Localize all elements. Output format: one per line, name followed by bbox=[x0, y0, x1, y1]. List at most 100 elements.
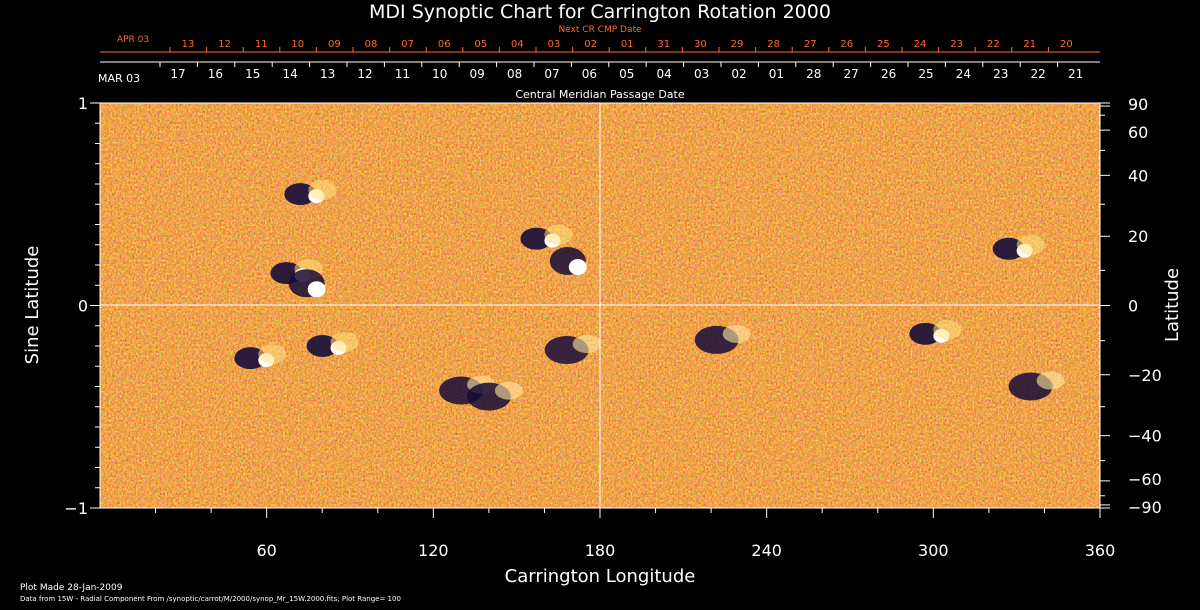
next-cr-date-axis: 13 12 11 10 09 08 07 06 05 04 03 02 01 31 30 29 28 27 26 25… bbox=[100, 39, 1100, 53]
y-right-tick-label: −90 bbox=[1128, 498, 1162, 517]
x-tick-label: 360 bbox=[1085, 541, 1116, 560]
cmp-date-label: 27 bbox=[844, 67, 859, 81]
next-cr-month: APR 03 bbox=[117, 35, 149, 45]
cmp-date-label: 07 bbox=[544, 67, 559, 81]
cmp-date-label: 24 bbox=[956, 67, 971, 81]
next-cr-date-label: 22 bbox=[987, 39, 1000, 50]
next-cr-date-label: 09 bbox=[328, 39, 341, 50]
cmp-date-label: 22 bbox=[1031, 67, 1046, 81]
x-axis-label: Carrington Longitude bbox=[505, 566, 696, 587]
negative-polarity-spot bbox=[909, 322, 942, 345]
x-axis: 60 120 180 240 300 360 bbox=[155, 508, 1116, 560]
cmp-axis-label: Central Meridian Passage Date bbox=[515, 88, 684, 101]
y-right-tick-label: 20 bbox=[1128, 227, 1148, 246]
cmp-date-label: 12 bbox=[357, 67, 372, 81]
next-cr-date-label: 27 bbox=[804, 39, 817, 50]
y-left-axis: 1 0 −1 bbox=[64, 94, 100, 518]
cmp-date-label: 05 bbox=[619, 67, 634, 81]
plage-region bbox=[258, 344, 287, 365]
cmp-date-label: 26 bbox=[881, 67, 896, 81]
next-cr-date-label: 25 bbox=[877, 39, 890, 50]
y-left-tick-label: 0 bbox=[78, 297, 88, 316]
y-left-tick-label: 1 bbox=[78, 94, 88, 113]
next-cr-date-label: 02 bbox=[584, 39, 597, 50]
plot-made-date: Plot Made 28-Jan-2009 bbox=[20, 583, 123, 593]
cmp-date-label: 15 bbox=[245, 67, 260, 81]
cmp-date-label: 03 bbox=[694, 67, 709, 81]
next-cr-date-label: 12 bbox=[218, 39, 231, 50]
next-cr-date-label: 20 bbox=[1060, 39, 1073, 50]
y-right-tick-label: 90 bbox=[1128, 95, 1148, 114]
next-cr-date-label: 29 bbox=[731, 39, 744, 50]
x-tick-label: 240 bbox=[751, 541, 782, 560]
cmp-date-label: 10 bbox=[432, 67, 447, 81]
negative-polarity-spot bbox=[234, 347, 267, 370]
cmp-date-label: 23 bbox=[993, 67, 1008, 81]
data-source-note: Data from 15W - Radial Component From /s… bbox=[20, 595, 401, 603]
next-cr-date-label: 30 bbox=[694, 39, 707, 50]
x-tick-label: 60 bbox=[256, 541, 276, 560]
next-cr-date-label: 13 bbox=[182, 39, 195, 50]
y-left-tick-label: −1 bbox=[64, 499, 88, 518]
x-tick-label: 120 bbox=[418, 541, 449, 560]
cmp-date-label: 06 bbox=[582, 67, 597, 81]
plage-region bbox=[1016, 234, 1045, 255]
next-cr-date-label: 24 bbox=[914, 39, 927, 50]
plage-region bbox=[308, 180, 337, 201]
negative-polarity-spot bbox=[284, 183, 317, 206]
plage-region bbox=[544, 224, 573, 245]
negative-polarity-spot bbox=[306, 335, 339, 357]
cmp-date-label: 17 bbox=[170, 67, 185, 81]
plage-region bbox=[722, 324, 751, 343]
plage-region bbox=[330, 332, 359, 352]
y-right-tick-label: −60 bbox=[1128, 470, 1162, 489]
cmp-date-label: 21 bbox=[1068, 67, 1083, 81]
next-cr-date-label: 05 bbox=[474, 39, 487, 50]
plage-region bbox=[1036, 371, 1065, 390]
y-left-axis-label: Sine Latitude bbox=[22, 246, 43, 365]
cmp-date-label: 04 bbox=[657, 67, 672, 81]
y-right-tick-label: −40 bbox=[1128, 427, 1162, 446]
cmp-date-label: 16 bbox=[208, 67, 223, 81]
negative-polarity-spot bbox=[520, 227, 553, 250]
x-tick-label: 300 bbox=[918, 541, 949, 560]
y-right-tick-label: 0 bbox=[1128, 297, 1138, 316]
positive-polarity-spot bbox=[568, 259, 587, 276]
y-right-tick-label: 40 bbox=[1128, 166, 1148, 185]
y-right-axis-label: Latitude bbox=[1162, 268, 1183, 342]
next-cr-date-label: 01 bbox=[621, 39, 634, 50]
next-cr-date-label: 21 bbox=[1023, 39, 1036, 50]
cmp-date-label: 25 bbox=[918, 67, 933, 81]
next-cr-date-label: 28 bbox=[767, 39, 780, 50]
negative-polarity-spot bbox=[992, 237, 1025, 260]
y-right-tick-label: −20 bbox=[1128, 366, 1162, 385]
cmp-date-label: 09 bbox=[470, 67, 485, 81]
next-cr-date-label: 03 bbox=[548, 39, 561, 50]
cmp-date-axis: 17 16 15 14 13 12 11 10 09 08 07 06 05 04 03 02 01 28 27 26… bbox=[100, 61, 1100, 81]
y-right-axis: 90 60 40 20 0 −20 −40 −60 −90 bbox=[1100, 95, 1162, 517]
next-cr-label: Next CR CMP Date bbox=[558, 25, 642, 35]
chart-title: MDI Synoptic Chart for Carrington Rotati… bbox=[369, 1, 831, 23]
next-cr-date-label: 31 bbox=[657, 39, 670, 50]
plage-region bbox=[572, 335, 601, 354]
next-cr-date-label: 10 bbox=[291, 39, 304, 50]
cmp-date-label: 08 bbox=[507, 67, 522, 81]
cmp-date-label: 13 bbox=[320, 67, 335, 81]
active-regions bbox=[234, 180, 1065, 411]
next-cr-date-label: 04 bbox=[511, 39, 524, 50]
next-cr-date-label: 26 bbox=[840, 39, 853, 50]
cmp-date-label: 11 bbox=[395, 67, 410, 81]
cmp-date-label: 02 bbox=[731, 67, 746, 81]
cmp-date-label: 01 bbox=[769, 67, 784, 81]
cmp-month: MAR 03 bbox=[98, 72, 140, 85]
next-cr-date-label: 08 bbox=[365, 39, 378, 50]
cmp-date-label: 14 bbox=[283, 67, 298, 81]
next-cr-date-label: 11 bbox=[255, 39, 268, 50]
y-right-tick-label: 60 bbox=[1128, 123, 1148, 142]
next-cr-date-label: 07 bbox=[401, 39, 414, 50]
plage-region bbox=[494, 381, 523, 400]
next-cr-date-label: 06 bbox=[438, 39, 451, 50]
cmp-date-label: 28 bbox=[806, 67, 821, 81]
x-tick-label: 180 bbox=[585, 541, 616, 560]
